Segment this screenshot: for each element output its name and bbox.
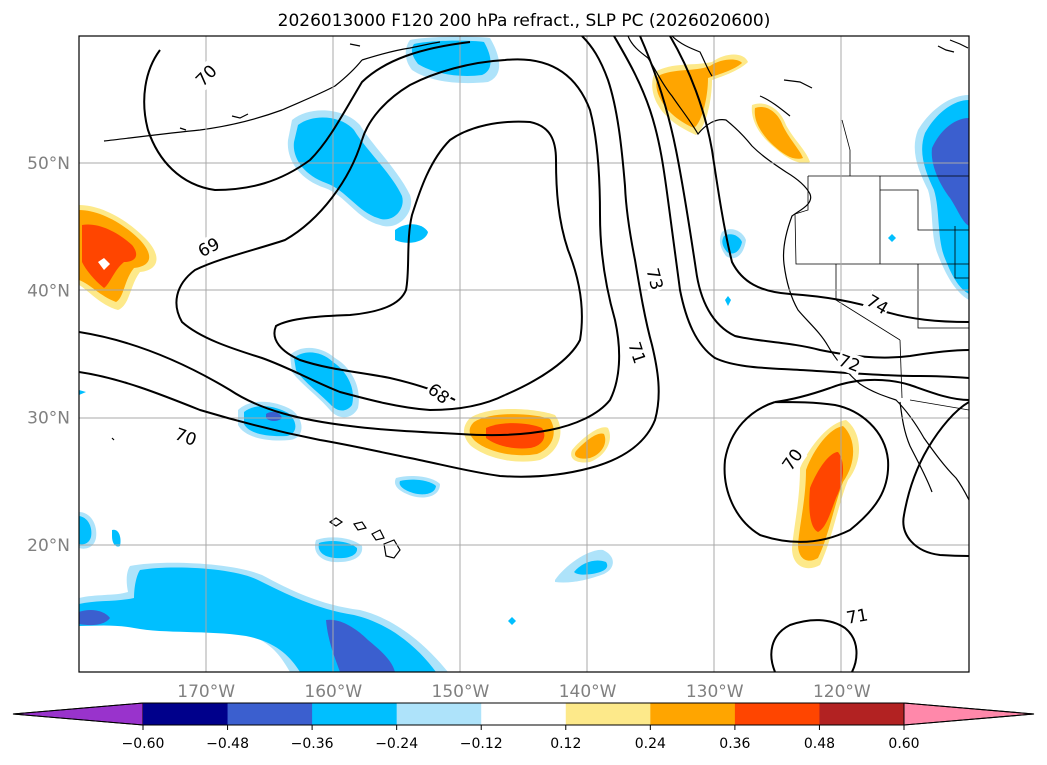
colorbar-tick-label: −0.24 xyxy=(375,736,418,752)
contour-label-bg xyxy=(171,423,201,451)
colorbar-extend-low xyxy=(12,702,144,726)
lat-tick-label: 40°N xyxy=(27,281,70,301)
colorbar-segment xyxy=(312,703,398,725)
contour-label: 71 xyxy=(843,604,871,629)
lat-tick-label: 50°N xyxy=(27,154,70,174)
lon-tick-label: 170°W xyxy=(177,682,235,702)
colorbar-tick-label: 0.48 xyxy=(804,736,835,752)
longitude-tick-labels: 170°W 160°W 150°W 140°W 130°W 120°W xyxy=(177,682,871,702)
colorbar-segment xyxy=(734,703,820,725)
lon-tick-label: 140°W xyxy=(559,682,617,702)
contour-label: 71 xyxy=(623,338,651,368)
colorbar-tick-label: −0.36 xyxy=(291,736,334,752)
contour-label-text: 71 xyxy=(845,605,870,628)
colorbar-segment xyxy=(143,703,229,725)
contour-label-bg xyxy=(623,338,651,368)
colorbar: −0.60 −0.48 −0.36 −0.24 −0.12 0.12 0.24 0.36 0.4… xyxy=(12,702,1035,752)
contour-label-bg xyxy=(193,232,224,262)
lat-tick-label: 20°N xyxy=(27,536,70,556)
colorbar-segment xyxy=(650,703,736,725)
contour-label-bg xyxy=(642,264,668,294)
contour-label-bg xyxy=(862,289,893,320)
slp-contours xyxy=(79,36,969,672)
coastlines xyxy=(103,36,969,559)
colorbar-segment xyxy=(565,703,651,725)
contour-label-bg xyxy=(190,59,222,91)
colorbar-segment xyxy=(227,703,313,725)
contour-label-bg xyxy=(777,444,808,476)
colorbar-extend-high xyxy=(903,702,1035,726)
lon-tick-label: 120°W xyxy=(813,682,871,702)
contour-label-bg xyxy=(843,604,871,628)
colorbar-tick-label: −0.60 xyxy=(122,736,165,752)
lat-tick-label: 30°N xyxy=(27,409,70,429)
map-frame xyxy=(78,35,970,673)
colorbar-segment xyxy=(396,703,482,725)
lon-tick-label: 150°W xyxy=(432,682,490,702)
colorbar-segment xyxy=(819,703,905,725)
colorbar-tick-label: 0.12 xyxy=(550,736,581,752)
latitude-tick-labels: 20°N 30°N 40°N 50°N xyxy=(27,154,70,556)
refractivity-shading xyxy=(79,36,969,672)
colorbar-tick-label: −0.48 xyxy=(206,736,249,752)
colorbar-tick-label: −0.12 xyxy=(460,736,503,752)
contour-label-bg xyxy=(423,378,455,409)
colorbar-tick-label: 0.36 xyxy=(719,736,750,752)
lon-tick-label: 160°W xyxy=(304,682,362,702)
colorbar-segment xyxy=(481,703,567,725)
contour-label-bg xyxy=(834,349,865,377)
lon-tick-label: 130°W xyxy=(686,682,744,702)
colorbar-tick-label: 0.24 xyxy=(635,736,666,752)
colorbar-tick-label: 0.60 xyxy=(888,736,919,752)
map-title: 2026013000 F120 200 hPa refract., SLP PC… xyxy=(278,11,771,31)
